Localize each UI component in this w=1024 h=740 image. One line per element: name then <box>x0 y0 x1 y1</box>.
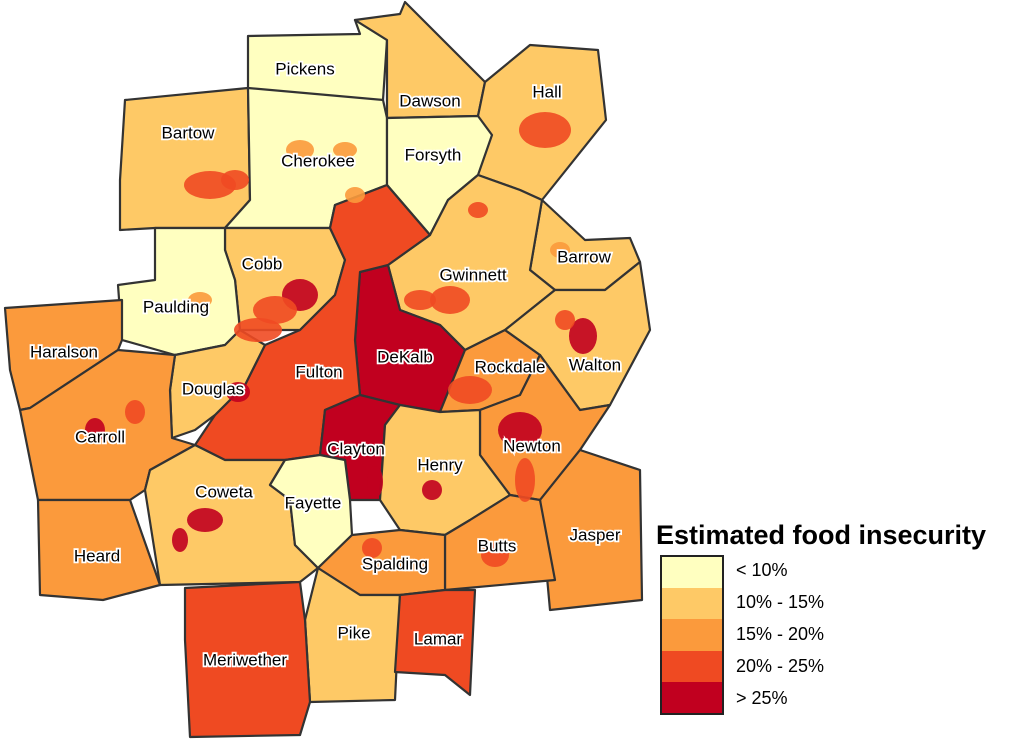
legend-label-20-25: 20% - 25% <box>736 656 825 676</box>
label-newton: Newton <box>503 436 561 455</box>
label-butts: Butts <box>478 536 517 555</box>
legend-swatches <box>660 555 724 715</box>
hotspot-patches <box>85 112 597 567</box>
hotspot-patch <box>125 400 145 424</box>
legend-label-gt25: > 25% <box>736 688 788 708</box>
hotspot-patch <box>362 538 382 558</box>
county-labels: Pickens Dawson Hall Bartow Cherokee Fors… <box>28 58 623 672</box>
county-heard[interactable] <box>36 498 162 602</box>
label-bartow: Bartow <box>162 123 216 142</box>
legend-swatch-15-20 <box>662 619 722 651</box>
label-dekalb: DeKalb <box>377 347 433 366</box>
legend-label-10-15: 10% - 15% <box>736 592 825 612</box>
hotspot-patch <box>468 202 488 218</box>
hotspot-patch <box>422 480 442 500</box>
map-legend: Estimated food insecurity < 10% 10% - 15… <box>656 520 1020 716</box>
county-paulding[interactable] <box>116 226 242 357</box>
hotspot-patch <box>448 376 492 404</box>
hotspot-patch <box>188 292 212 308</box>
hotspot-patch <box>221 170 249 190</box>
county-jasper[interactable] <box>538 448 644 612</box>
hotspot-patch <box>498 412 542 448</box>
hotspot-patch <box>226 382 250 402</box>
label-spalding: Spalding <box>362 554 428 573</box>
label-henry: Henry <box>417 455 463 474</box>
label-fulton: Fulton <box>295 362 342 381</box>
label-cobb: Cobb <box>242 254 283 273</box>
label-barrow: Barrow <box>557 247 612 266</box>
legend-swatch-gt25 <box>662 681 722 713</box>
county-lamar[interactable] <box>393 588 477 697</box>
hotspot-patch <box>367 466 383 498</box>
label-pike: Pike <box>337 623 370 642</box>
legend-label-lt10: < 10% <box>736 560 788 580</box>
label-clayton: Clayton <box>327 439 385 458</box>
hotspot-patch <box>345 187 365 203</box>
label-lamar: Lamar <box>414 629 463 648</box>
hotspot-patch <box>172 528 188 552</box>
hotspot-patch <box>234 318 282 342</box>
county-meriwether[interactable] <box>183 580 312 739</box>
label-douglas: Douglas <box>182 379 244 398</box>
legend-label-15-20: 15% - 20% <box>736 624 825 644</box>
hotspot-patch <box>404 290 436 310</box>
hotspot-patch <box>519 112 571 148</box>
county-bartow[interactable] <box>118 86 252 232</box>
label-heard: Heard <box>74 546 120 565</box>
label-paulding: Paulding <box>143 297 209 316</box>
hotspot-patch <box>85 418 105 442</box>
label-pickens: Pickens <box>275 59 335 78</box>
label-hall: Hall <box>532 82 561 101</box>
legend-swatch-lt10 <box>662 557 722 589</box>
hotspot-patch <box>550 242 570 258</box>
label-rockdale: Rockdale <box>475 357 546 376</box>
label-cherokee: Cherokee <box>281 151 355 170</box>
hotspot-patch <box>515 458 535 502</box>
hotspot-patch <box>569 318 597 354</box>
hotspot-patch <box>286 140 314 160</box>
hotspot-patch <box>481 543 509 567</box>
label-haralson: Haralson <box>30 342 98 361</box>
label-gwinnett: Gwinnett <box>439 265 506 284</box>
label-meriwether: Meriwether <box>203 650 287 669</box>
hotspot-patch <box>430 286 470 314</box>
label-carroll: Carroll <box>75 427 125 446</box>
label-dawson: Dawson <box>399 91 460 110</box>
label-fayette: Fayette <box>285 493 342 512</box>
label-jasper: Jasper <box>569 525 620 544</box>
label-coweta: Coweta <box>195 482 253 501</box>
legend-title: Estimated food insecurity <box>656 520 987 550</box>
hotspot-patch <box>187 508 223 532</box>
hotspot-patch <box>333 142 357 158</box>
label-forsyth: Forsyth <box>405 145 462 164</box>
hotspot-patch <box>253 296 297 324</box>
label-walton: Walton <box>569 355 621 374</box>
legend-swatch-20-25 <box>662 650 722 682</box>
legend-swatch-10-15 <box>662 588 722 620</box>
hotspot-patch <box>555 310 575 330</box>
